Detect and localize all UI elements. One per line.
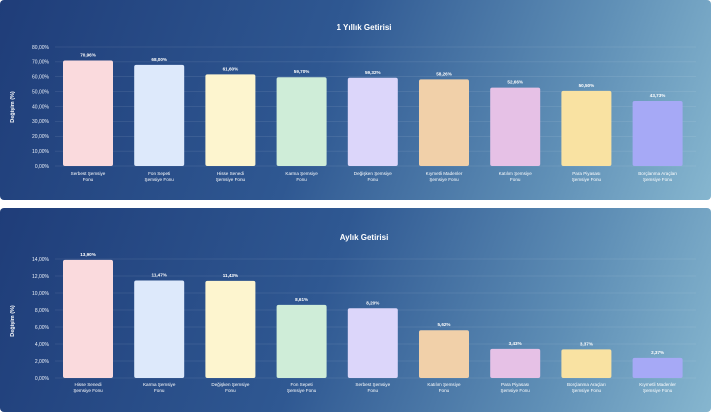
x-tick-label: Fonu <box>510 177 521 182</box>
x-tick-label: Fonu <box>439 388 450 393</box>
x-tick-label: Şemsiye Fonu <box>73 388 103 393</box>
y-tick-label: 0,00% <box>35 376 50 382</box>
bar <box>632 357 683 378</box>
x-tick-label: Katılım Şemsiye <box>499 171 533 176</box>
x-tick-label: Şemsiye Fonu <box>643 177 673 182</box>
monthly-return-chart: Aylık Getirisi Değişim (%) 0,00% 2,00% 4,00%… <box>10 233 696 393</box>
x-tick-label: Karma Şemsiye <box>143 382 176 387</box>
x-tick-label: Borçlanma Araçları <box>638 171 677 176</box>
data-label: 68,00% <box>151 57 167 62</box>
x-tick-label: Para Piyasası <box>501 382 529 387</box>
data-label: 5,62% <box>437 322 450 327</box>
x-tick-label: Şemsiye Fonu <box>429 177 459 182</box>
x-tick-label: Şemsiye Fonu <box>216 177 246 182</box>
y-tick-label: 50,00% <box>32 89 50 95</box>
monthly-return-chart-panel: Aylık Getirisi Değişim (%) 0,00% 2,00% 4,00%… <box>0 208 711 412</box>
x-tick-label: Şemsiye Fonu <box>572 177 602 182</box>
x-tick-label: Fonu <box>83 177 94 182</box>
x-tick-label: Karma Şemsiye <box>285 171 318 176</box>
bar <box>63 259 113 378</box>
x-tick-label: Fonu <box>154 388 165 393</box>
x-tick-label: Katılım Şemsiye <box>427 382 461 387</box>
x-tick-label: Kıymetli Madenler <box>639 382 676 387</box>
x-tick-label: Fonu <box>368 388 379 393</box>
y-tick-label: 12,00% <box>32 274 50 280</box>
y-tick-label: 80,00% <box>32 45 50 51</box>
x-tick-label: Serbest Şemsiye <box>71 171 106 176</box>
bar <box>276 304 327 378</box>
bar <box>63 60 113 166</box>
x-tick-label: Borçlanma Araçları <box>567 382 606 387</box>
x-tick-label: Şemsiye Fonu <box>501 388 531 393</box>
data-label: 3,37% <box>580 341 593 346</box>
data-label: 52,66% <box>507 80 523 85</box>
yearly-return-chart: 1 Yıllık Getirisi Değişim (%) 0,00% 10,00% 2… <box>10 23 696 182</box>
data-label: 59,70% <box>294 69 310 74</box>
y-tick-label: 6,00% <box>35 325 50 331</box>
data-label: 61,60% <box>223 66 239 71</box>
bar <box>419 330 469 378</box>
data-label: 3,43% <box>509 341 522 346</box>
data-label: 11,47% <box>152 273 167 278</box>
y-tick-label: 10,00% <box>32 149 50 155</box>
x-tick-label: Değişken Şemsiye <box>354 171 392 176</box>
y-tick-label: 20,00% <box>32 134 50 140</box>
y-tick-label: 10,00% <box>32 291 50 297</box>
y-axis-label: Değişim (%) <box>10 305 16 337</box>
x-tick-label: Şemsiye Fonu <box>643 388 673 393</box>
bar <box>276 77 327 166</box>
bar <box>561 349 612 378</box>
data-label: 59,32% <box>365 70 381 75</box>
bar <box>490 87 541 166</box>
y-tick-label: 14,00% <box>32 257 50 263</box>
bar <box>419 79 469 166</box>
data-label: 8,20% <box>366 300 379 305</box>
x-tick-label: Hisse Senedi <box>74 382 101 387</box>
x-tick-label: Fonu <box>296 177 307 182</box>
y-tick-label: 0,00% <box>35 164 50 170</box>
bar <box>632 100 683 166</box>
bar <box>205 280 256 378</box>
data-label: 70,96% <box>80 52 96 57</box>
x-tick-label: Hisse Senedi <box>217 171 244 176</box>
chart-title: 1 Yıllık Getirisi <box>337 23 392 32</box>
y-tick-label: 40,00% <box>32 104 50 110</box>
x-tick-label: Fon Sepeti <box>148 171 170 176</box>
chart-title: Aylık Getirisi <box>340 233 389 242</box>
data-label: 13,90% <box>80 252 96 257</box>
x-tick-label: Fonu <box>225 388 236 393</box>
x-tick-label: Kıymetli Madenler <box>426 171 463 176</box>
x-tick-label: Serbest Şemsiye <box>355 382 390 387</box>
x-tick-label: Para Piyasası <box>572 171 600 176</box>
y-axis-label: Değişim (%) <box>10 91 16 123</box>
x-tick-label: Şemsiye Fonu <box>287 388 317 393</box>
y-tick-label: 30,00% <box>32 119 50 125</box>
bar <box>490 348 541 378</box>
x-tick-label: Değişken Şemsiye <box>211 382 249 387</box>
x-tick-label: Şemsiye Fonu <box>145 177 175 182</box>
bar <box>205 74 256 166</box>
bar <box>347 77 398 166</box>
y-tick-label: 70,00% <box>32 60 50 66</box>
data-label: 50,50% <box>579 83 595 88</box>
y-tick-label: 8,00% <box>35 308 50 314</box>
x-tick-label: Fon Sepeti <box>290 382 312 387</box>
y-tick-label: 60,00% <box>32 75 50 81</box>
y-tick-label: 2,00% <box>35 359 50 365</box>
x-tick-label: Şemsiye Fonu <box>572 388 602 393</box>
data-label: 43,73% <box>650 93 666 98</box>
bar <box>134 64 185 166</box>
data-label: 8,61% <box>295 297 308 302</box>
data-label: 2,37% <box>651 350 664 355</box>
y-tick-label: 4,00% <box>35 342 50 348</box>
bar <box>347 308 398 378</box>
data-label: 58,26% <box>436 71 452 76</box>
x-tick-label: Fonu <box>368 177 379 182</box>
bar <box>134 280 185 378</box>
yearly-return-chart-panel: 1 Yıllık Getirisi Değişim (%) 0,00% 10,00% 2… <box>0 0 711 200</box>
bar <box>561 90 612 166</box>
data-label: 11,43% <box>223 273 238 278</box>
